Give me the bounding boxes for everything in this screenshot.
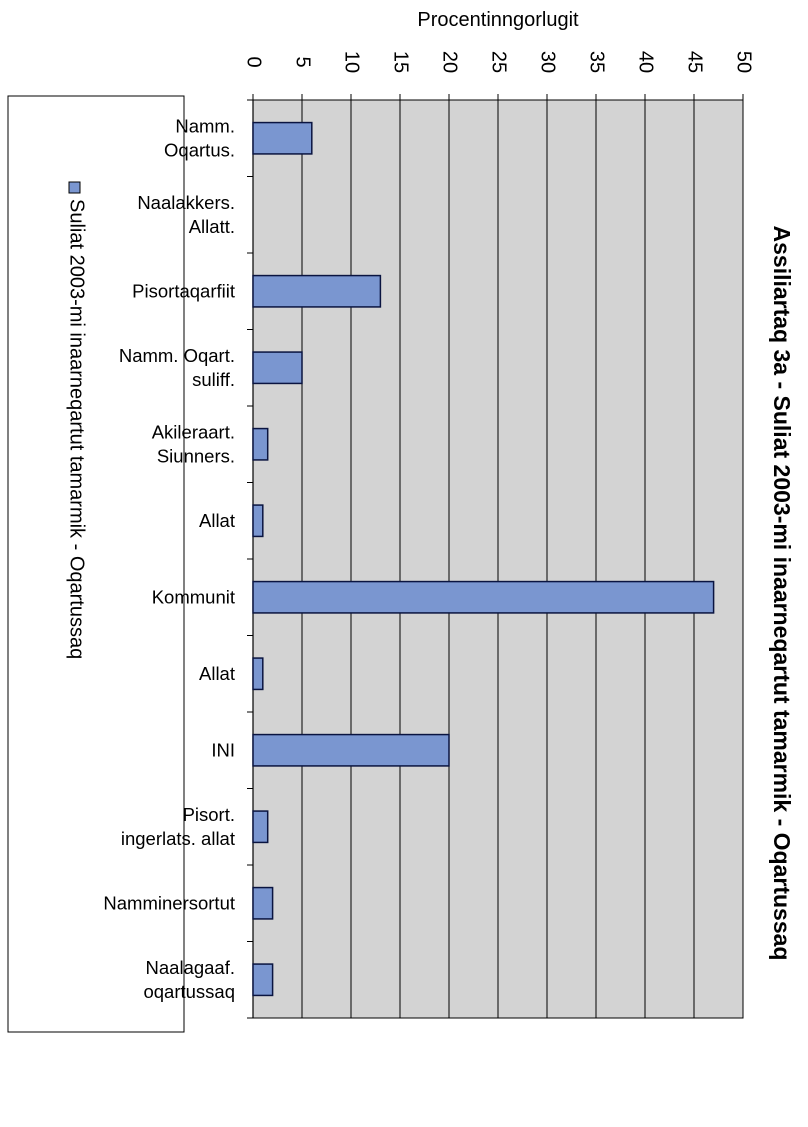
category-label: Naalakkers. Allatt. xyxy=(137,192,235,237)
plot-area: 0 5 10 15 20 25 30 35 40 45 50 Namm. Oqartus. Naalak… xyxy=(103,51,755,1019)
category-labels: Namm. Oqartus. Naalakkers. Allatt. Pisortaqa… xyxy=(103,115,235,1002)
bar xyxy=(252,504,264,538)
x-axis-ticks: 0 5 10 15 20 25 30 35 40 45 50 xyxy=(243,51,755,100)
x-tick-label: 0 xyxy=(243,56,265,67)
legend: Suliat 2003-mi inaarneqartut tamarmik - … xyxy=(7,95,185,1033)
category-label: INI xyxy=(211,739,235,760)
x-tick-label: 25 xyxy=(488,51,510,73)
bar xyxy=(252,351,303,385)
bar xyxy=(252,657,264,691)
category-label: Allat xyxy=(199,663,235,684)
bar xyxy=(252,427,269,461)
x-tick-label: 50 xyxy=(733,51,755,73)
category-label: Namm. Oqartus. xyxy=(164,115,235,160)
x-tick-label: 20 xyxy=(439,51,461,73)
x-tick-label: 15 xyxy=(390,51,412,73)
category-label: Allat xyxy=(199,510,235,531)
x-tick-label: 5 xyxy=(292,56,314,67)
x-tick-label: 35 xyxy=(586,51,608,73)
legend-box xyxy=(7,95,185,1033)
x-tick-label: 10 xyxy=(341,51,363,73)
category-label: Naalagaaf. oqartussaq xyxy=(143,957,235,1002)
category-label: Pisort. ingerlats. allat xyxy=(121,804,235,849)
bar xyxy=(252,580,715,614)
bar xyxy=(252,733,450,767)
category-label: Namm. Oqart. suliff. xyxy=(119,345,235,390)
x-tick-label: 40 xyxy=(635,51,657,73)
legend-label: Suliat 2003-mi inaarneqartut tamarmik - … xyxy=(66,199,88,659)
chart-title: Assiliartaq 3a - Suliat 2003-mi inaarneq… xyxy=(769,226,795,961)
bar xyxy=(252,963,274,997)
bar xyxy=(252,810,269,844)
x-axis-label: Procentinngorlugit xyxy=(417,9,579,31)
bars xyxy=(252,121,715,997)
category-label: Namminersortut xyxy=(103,892,235,913)
x-tick-label: 45 xyxy=(684,51,706,73)
legend-swatch xyxy=(68,181,81,194)
bar xyxy=(252,121,313,155)
x-tick-label: 30 xyxy=(537,51,559,73)
bar xyxy=(252,886,274,920)
category-label: Kommunit xyxy=(152,586,235,607)
category-label: Akileraart. Siunners. xyxy=(152,421,235,466)
category-axis-ticks xyxy=(247,99,253,1019)
bar xyxy=(252,274,382,308)
category-label: Pisortaqarfiit xyxy=(132,280,235,301)
